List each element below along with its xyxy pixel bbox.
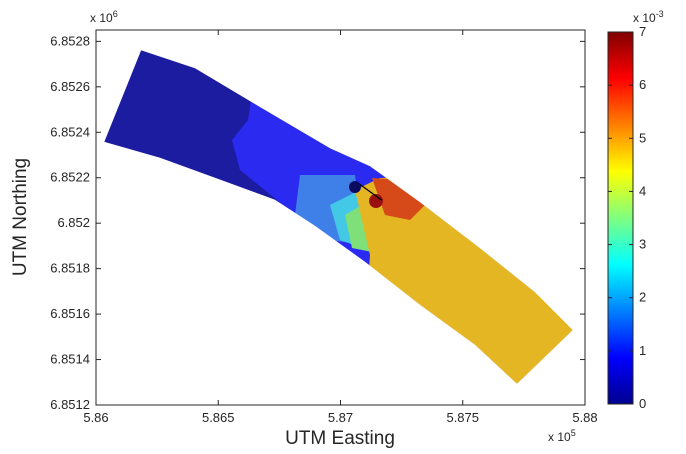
y-tick-label: 6.8524 [50,124,90,139]
x-axis-label: UTM Easting [285,428,395,449]
structure-line [359,184,383,201]
colorbar-ticks: 0 1 2 3 4 5 6 7 [608,24,646,411]
region-low-spot [349,181,361,193]
y-exponent: x 106 [90,9,118,25]
colorbar-tick-label: 5 [639,130,646,145]
region-green [345,205,372,252]
colorbar-tick-label: 4 [639,183,646,198]
y-tick-label: 6.8514 [50,352,90,367]
x-tick-label: 5.865 [202,410,235,425]
x-tick-label: 5.88 [572,410,597,425]
x-tick-label: 5.87 [328,410,353,425]
x-ticks: 5.86 5.865 5.87 5.875 5.88 [83,30,598,425]
colorbar-tick-label: 1 [639,343,646,358]
y-tick-label: 6.8528 [50,33,90,48]
y-tick-label: 6.8512 [50,397,90,412]
x-exponent: x 105 [548,428,576,444]
y-axis-label: UTM Northing [10,158,31,276]
x-tick-label: 5.86 [83,410,108,425]
colorbar-tick-label: 0 [639,396,646,411]
y-tick-label: 6.8526 [50,79,90,94]
colorbar-tick-label: 6 [639,77,646,92]
colorbar-tick-label: 7 [639,24,646,39]
region-peak [369,194,383,208]
colorbar-tick-label: 2 [639,290,646,305]
y-ticks: 6.8512 6.8514 6.8516 6.8518 6.852 6.8522 6.852… [50,33,585,412]
x-tick-label: 5.875 [446,410,479,425]
y-tick-label: 6.8518 [50,261,90,276]
y-tick-label: 6.8522 [50,170,90,185]
colorbar [607,31,634,405]
y-tick-label: 6.8516 [50,306,90,321]
domain-outline [103,49,574,385]
colorbar-tick-label: 3 [639,237,646,252]
colorbar-exponent: x 10-3 [633,9,664,25]
y-tick-label: 6.852 [57,215,90,230]
